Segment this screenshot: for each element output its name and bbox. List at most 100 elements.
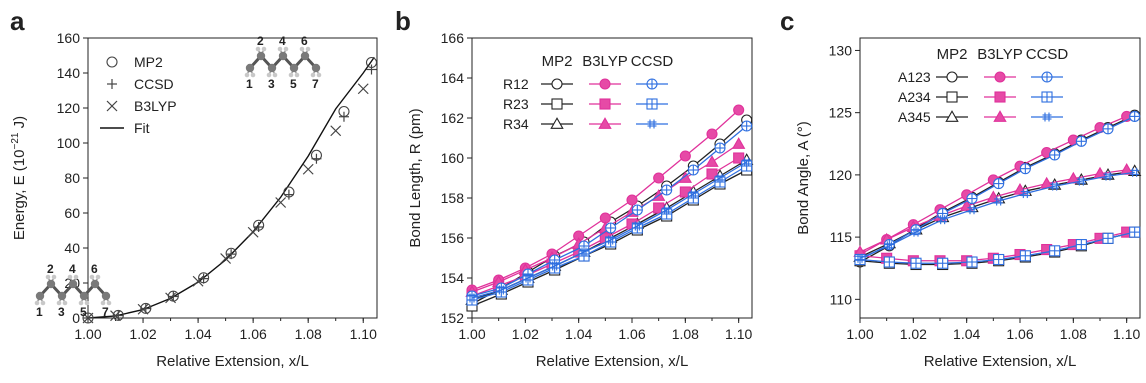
hydrogen-atom [95, 274, 101, 280]
legend-marker [646, 98, 658, 110]
hydrogen-atom [34, 300, 40, 306]
hydrogen-atom [294, 72, 300, 78]
plot-frame [471, 37, 753, 319]
x-tick-label: 1.00 [74, 326, 101, 342]
data-point-b3lyp [275, 197, 287, 208]
series-line-ccsd-r12 [471, 125, 748, 297]
data-point [883, 256, 895, 268]
x-axis-label: Relative Extension, x/L [156, 353, 309, 370]
carbon-atom [256, 51, 266, 61]
atom-label: 4 [279, 34, 286, 48]
data-point [966, 256, 978, 268]
hydrogen-atom [272, 72, 278, 78]
hydrogen-atom [106, 300, 112, 306]
atom-label: 7 [102, 305, 109, 319]
legend-row-r34: R34 [503, 116, 529, 132]
x-axis-label: Relative Extension, x/L [536, 353, 689, 370]
panel-b: 1.00 1.02 1.04 1.06 1.08 1.10 152 154 156 158 160 1… [407, 30, 754, 370]
data-point [993, 253, 1005, 266]
hydrogen-atom [45, 274, 51, 280]
legend-method-mp2: MP2 [542, 53, 573, 70]
hydrogen-atom [299, 46, 305, 52]
x-tick-label: 1.02 [900, 326, 927, 342]
legend-marker [1041, 91, 1053, 103]
legend-method-ccsd: CCSD [1026, 46, 1069, 63]
legend-label: CCSD [134, 76, 174, 92]
x-tick-label: 1.10 [725, 326, 752, 342]
atom-label: 1 [36, 305, 43, 319]
legend-marker [945, 110, 959, 122]
data-point [626, 194, 638, 206]
data-point-b3lyp [192, 275, 204, 287]
y-tick-label: 154 [441, 270, 465, 286]
data-point [605, 222, 617, 234]
panel-letter-a: a [10, 6, 25, 36]
hydrogen-atom [255, 46, 261, 52]
data-point-ccsd [338, 111, 349, 122]
data-point [967, 205, 977, 215]
y-tick-label: 162 [441, 110, 465, 126]
carbon-atom [101, 291, 111, 301]
carbon-atom [300, 51, 310, 61]
legend-marker-b3lyp [106, 100, 118, 112]
x-tick-label: 1.00 [458, 326, 485, 342]
data-point-b3lyp [247, 226, 259, 238]
carbon-atom [79, 291, 89, 301]
hydrogen-atom [283, 46, 289, 52]
legend-method-b3lyp: B3LYP [582, 53, 628, 70]
legend-marker-mp2 [106, 56, 118, 68]
hydrogen-atom [261, 46, 267, 52]
data-point [733, 152, 745, 164]
y-tick-label: 115 [830, 229, 853, 245]
hydrogen-atom [62, 300, 68, 306]
data-point [1020, 189, 1030, 199]
legend-label: Fit [134, 120, 150, 136]
molecule-stretched: 2 4 6 1 3 5 7 [244, 34, 322, 91]
hydrogen-atom [67, 274, 73, 280]
legend-marker [550, 117, 564, 129]
data-point-ccsd [253, 222, 264, 232]
data-point [1019, 163, 1031, 175]
y-tick-label: 160 [57, 30, 81, 46]
data-point [938, 215, 948, 225]
data-point [661, 184, 673, 196]
data-point [741, 120, 753, 132]
hydrogen-atom [84, 300, 90, 306]
carbon-atom [245, 63, 255, 73]
hydrogen-atom [244, 72, 250, 78]
data-point [678, 171, 693, 183]
y-tick-label: 80 [64, 170, 80, 186]
legend-marker [599, 98, 611, 110]
hydrogen-atom [51, 274, 57, 280]
x-tick-label: 1.04 [184, 326, 211, 342]
data-point [1075, 135, 1087, 147]
data-point [653, 172, 665, 184]
data-point [731, 137, 746, 149]
data-point [632, 221, 642, 231]
legend-marker [551, 98, 563, 110]
x-tick-label: 1.02 [129, 326, 156, 342]
x-tick-label: 1.04 [565, 326, 592, 342]
y-tick-label: 110 [830, 291, 853, 307]
data-point-ccsd [311, 153, 322, 164]
legend-row-a123: A123 [898, 69, 931, 85]
y-tick-label: 158 [441, 190, 465, 206]
y-tick-label: 152 [441, 310, 465, 326]
data-point [706, 128, 718, 140]
carbon-atom [311, 63, 321, 73]
data-point-b3lyp [110, 310, 121, 322]
legend-marker [551, 78, 563, 90]
y-tick-label: 130 [829, 42, 853, 58]
y-tick-label: 100 [57, 135, 81, 151]
hydrogen-atom [305, 46, 311, 52]
legend-marker [598, 117, 612, 129]
data-point-b3lyp [82, 312, 94, 324]
x-tick-label: 1.04 [953, 326, 980, 342]
data-point [1102, 232, 1114, 244]
legend-marker-ccsd [107, 79, 117, 89]
hydrogen-atom [277, 46, 283, 52]
legend-marker [646, 78, 658, 90]
y-tick-label: 160 [441, 150, 465, 166]
data-point [1129, 226, 1141, 238]
